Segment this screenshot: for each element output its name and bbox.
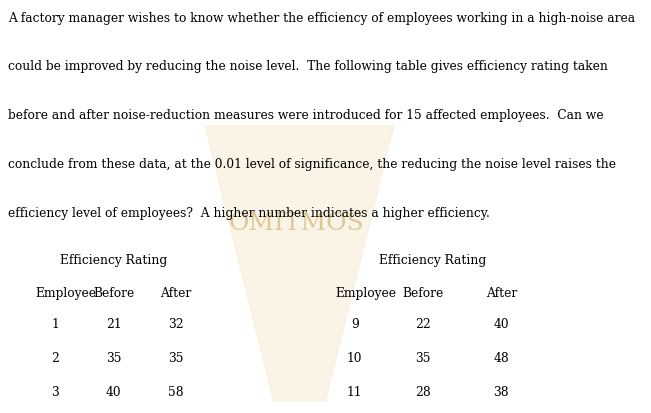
Text: Employee: Employee <box>335 287 396 300</box>
Text: OMITMOS: OMITMOS <box>229 211 364 235</box>
Text: efficiency level of employees?  A higher number indicates a higher efficiency.: efficiency level of employees? A higher … <box>8 206 490 219</box>
Text: Before: Before <box>402 287 444 300</box>
Text: 35: 35 <box>168 352 184 365</box>
Text: After: After <box>160 287 191 300</box>
Text: 9: 9 <box>351 318 359 331</box>
Text: could be improved by reducing the noise level.  The following table gives effici: could be improved by reducing the noise … <box>8 60 607 73</box>
Text: 3: 3 <box>51 386 59 399</box>
Text: A factory manager wishes to know whether the efficiency of employees working in : A factory manager wishes to know whether… <box>8 12 635 24</box>
Text: 21: 21 <box>106 318 122 331</box>
Text: 2: 2 <box>51 352 59 365</box>
Text: Before: Before <box>93 287 135 300</box>
Text: 11: 11 <box>347 386 363 399</box>
Text: Efficiency Rating: Efficiency Rating <box>61 254 167 267</box>
Text: Employee: Employee <box>36 287 97 300</box>
Text: 1: 1 <box>51 318 59 331</box>
Text: conclude from these data, at the 0.01 level of significance, the reducing the no: conclude from these data, at the 0.01 le… <box>8 158 616 171</box>
Text: 35: 35 <box>106 352 122 365</box>
Polygon shape <box>205 126 394 401</box>
Text: 32: 32 <box>168 318 184 331</box>
Text: Efficiency Rating: Efficiency Rating <box>380 254 486 267</box>
Text: 40: 40 <box>106 386 122 399</box>
Text: 38: 38 <box>493 386 509 399</box>
Text: 58: 58 <box>168 386 184 399</box>
Text: 28: 28 <box>415 386 431 399</box>
Text: 40: 40 <box>493 318 509 331</box>
Text: 35: 35 <box>415 352 431 365</box>
Text: 22: 22 <box>415 318 431 331</box>
Text: before and after noise-reduction measures were introduced for 15 affected employ: before and after noise-reduction measure… <box>8 109 603 122</box>
Text: 10: 10 <box>347 352 363 365</box>
Text: 48: 48 <box>493 352 509 365</box>
Text: After: After <box>486 287 517 300</box>
